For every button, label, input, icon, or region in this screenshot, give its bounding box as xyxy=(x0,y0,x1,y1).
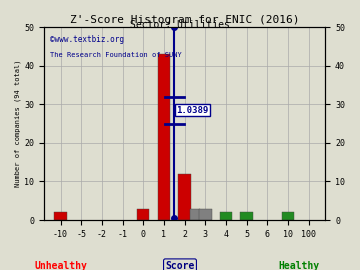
Text: ©www.textbiz.org: ©www.textbiz.org xyxy=(50,35,123,44)
Text: Unhealthy: Unhealthy xyxy=(35,261,87,270)
Bar xyxy=(220,212,232,220)
Y-axis label: Number of companies (94 total): Number of companies (94 total) xyxy=(15,60,22,187)
Bar xyxy=(199,208,212,220)
Text: Sector: Utilities: Sector: Utilities xyxy=(130,20,230,30)
Bar xyxy=(137,208,149,220)
Bar xyxy=(179,174,191,220)
Title: Z'-Score Histogram for ENIC (2016): Z'-Score Histogram for ENIC (2016) xyxy=(70,15,300,25)
Bar xyxy=(282,212,294,220)
Text: The Research Foundation of SUNY: The Research Foundation of SUNY xyxy=(50,52,181,58)
Text: Score: Score xyxy=(165,261,195,270)
Bar xyxy=(158,54,170,220)
Bar xyxy=(240,212,253,220)
Bar xyxy=(190,208,200,220)
Text: Healthy: Healthy xyxy=(278,261,319,270)
Text: 1.0389: 1.0389 xyxy=(176,106,208,115)
Bar xyxy=(54,212,67,220)
